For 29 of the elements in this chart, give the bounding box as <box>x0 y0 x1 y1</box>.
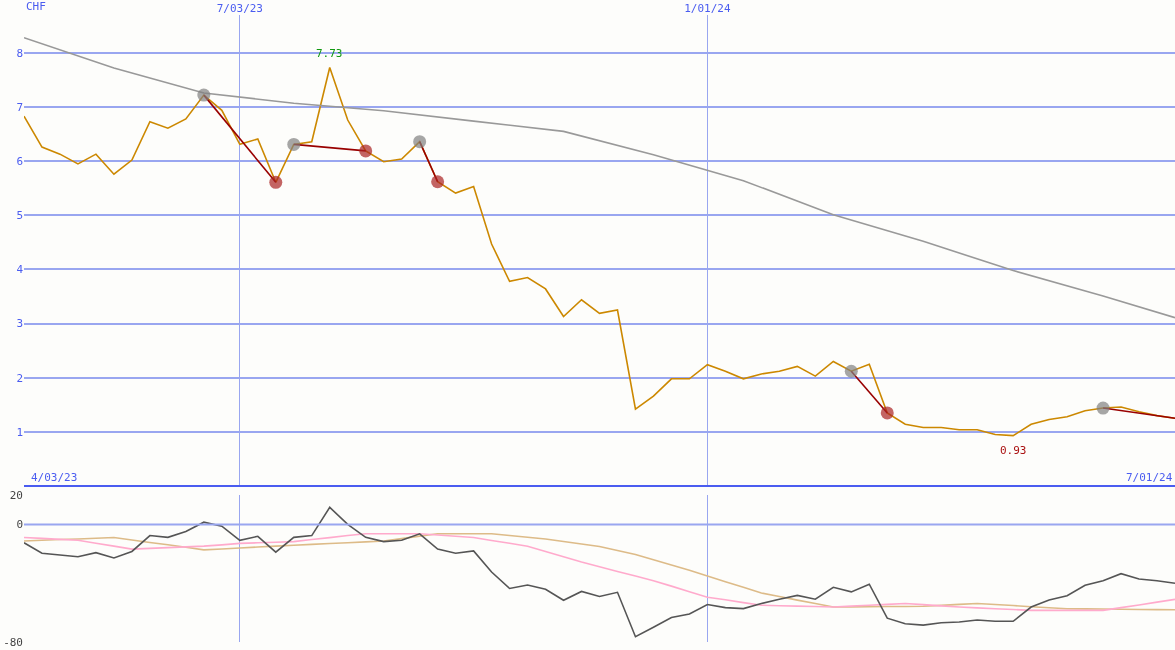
point <box>269 175 283 189</box>
point <box>431 175 445 189</box>
y-tick-label: 5 <box>16 209 23 223</box>
point <box>844 364 858 378</box>
x-tick-label: 7/03/23 <box>216 1 263 15</box>
annotation: 7/01/24 <box>1126 471 1173 484</box>
annotation: 4/03/23 <box>31 471 78 484</box>
y-tick-label: 20 <box>9 488 23 502</box>
y-tick-label: 7 <box>16 100 23 114</box>
y-tick-label: -80 <box>3 635 23 649</box>
line-series <box>24 36 1175 319</box>
annotation: 0.93 <box>1000 444 1027 457</box>
point <box>197 88 211 102</box>
y-axis-title: CHF <box>26 0 46 13</box>
annotation: 7.73 <box>316 47 343 60</box>
y-tick-label: 0 <box>16 518 23 532</box>
y-tick-label: 3 <box>16 317 23 331</box>
point <box>413 135 427 149</box>
point <box>287 137 301 151</box>
y-tick-label: 8 <box>16 46 23 60</box>
line-series <box>24 506 1175 638</box>
x-tick-label: 1/01/24 <box>684 1 731 15</box>
y-tick-label: 2 <box>16 371 23 385</box>
y-tick-label: 6 <box>16 155 23 169</box>
point <box>359 144 373 158</box>
y-tick-label: 4 <box>16 263 24 277</box>
y-tick-label: 1 <box>16 425 23 439</box>
point <box>880 406 894 420</box>
point <box>1096 401 1110 415</box>
